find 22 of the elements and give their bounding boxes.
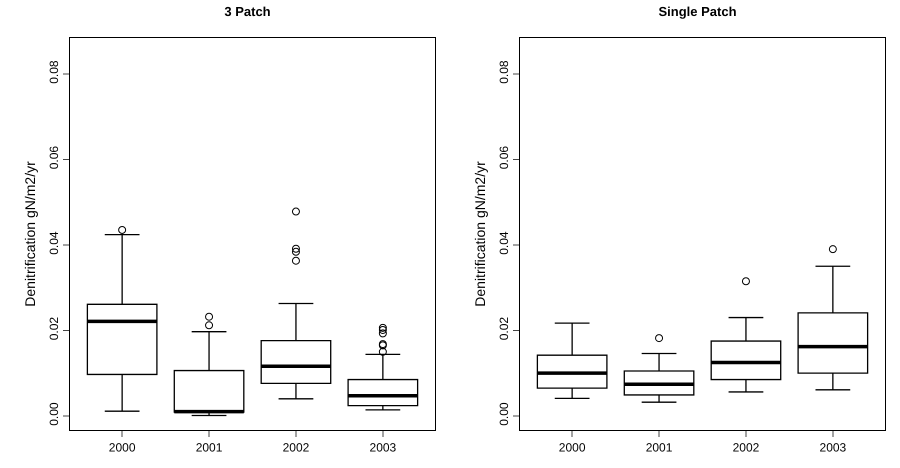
x-tick-label: 2000 [558,440,586,454]
x-tick-label: 2003 [370,440,397,454]
x-tick-label: 2003 [820,440,847,454]
y-tick-label: 0.04 [497,231,512,255]
chart-title: 3 Patch [224,4,271,20]
y-tick-label: 0.08 [47,60,62,84]
y-tick-label: 0.00 [47,402,62,426]
x-tick-label: 2000 [108,440,136,454]
x-tick-label: 2002 [282,440,310,454]
y-tick-label: 0.02 [497,316,512,340]
chart-title: Single Patch [658,4,737,20]
y-tick-label: 0.04 [47,231,62,255]
y-tick-label: 0.06 [497,146,512,170]
y-tick-label: 0.08 [497,60,512,84]
x-tick-label: 2002 [732,440,760,454]
x-tick-label: 2001 [646,440,673,454]
x-tick-label: 2001 [196,440,223,454]
y-tick-label: 0.00 [497,402,512,426]
y-tick-label: 0.02 [47,316,62,340]
y-axis-title: Denitrification gN/m2/yr [22,160,38,307]
y-tick-label: 0.06 [47,146,62,170]
y-axis-title: Denitrification gN/m2/yr [472,160,488,307]
